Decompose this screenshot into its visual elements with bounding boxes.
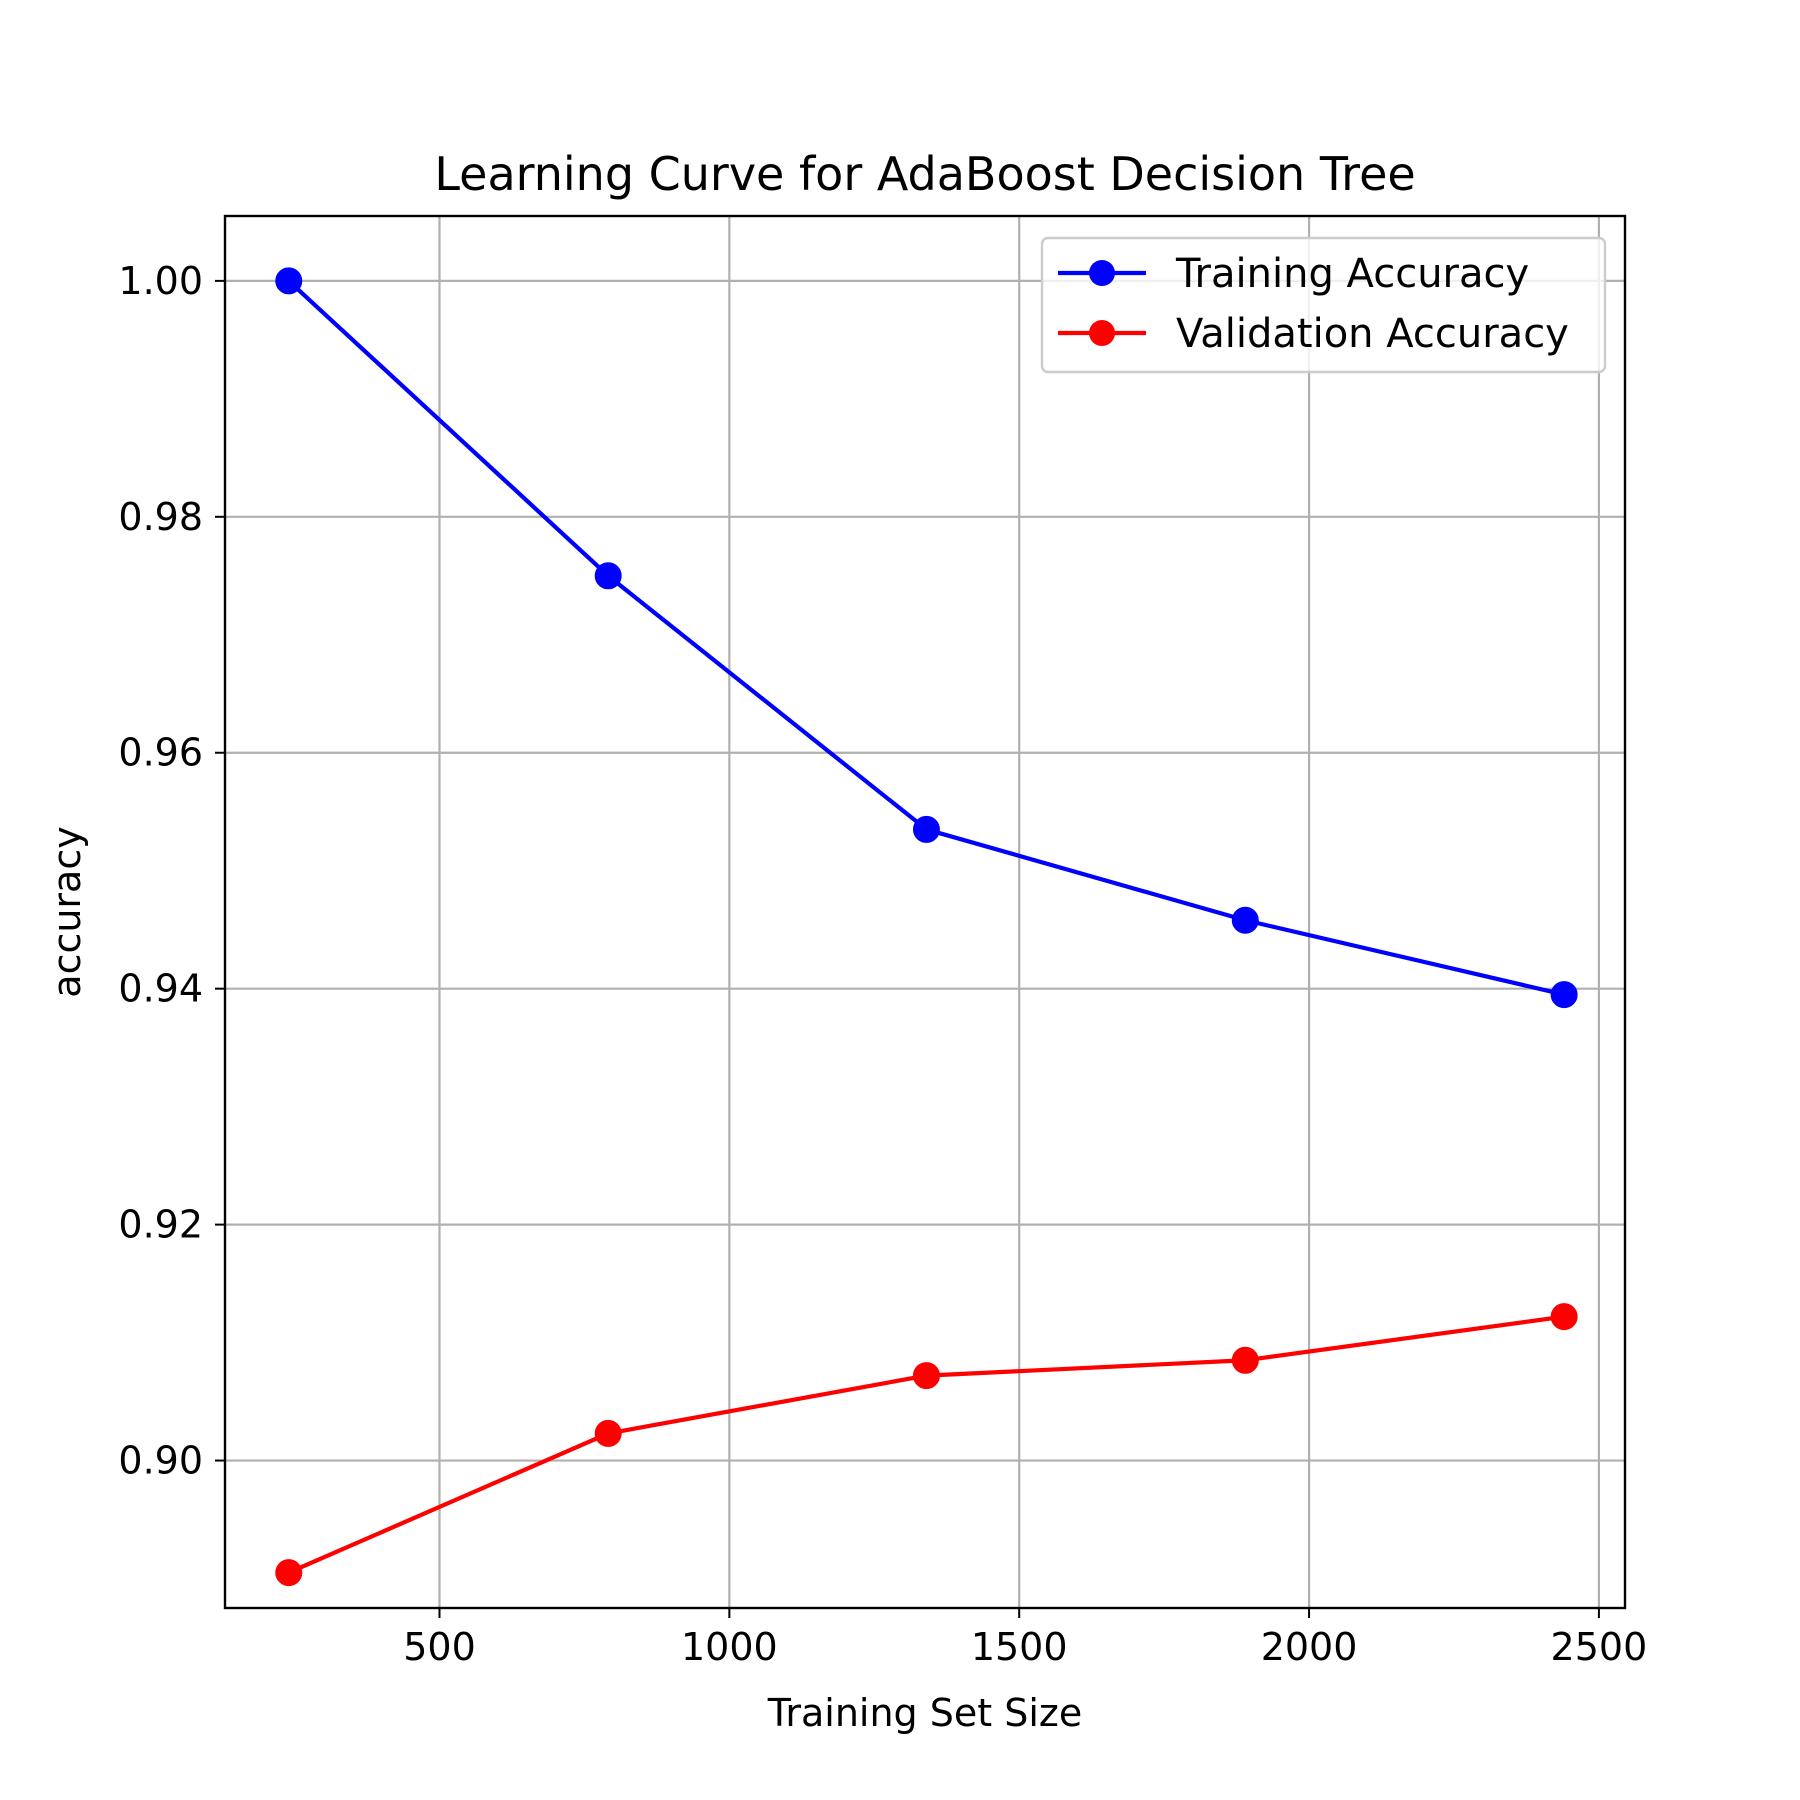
training-accuracy-point	[275, 267, 303, 295]
x-tick-label: 500	[403, 1625, 476, 1669]
x-tick-label: 2000	[1261, 1625, 1358, 1669]
legend-marker-training-accuracy	[1089, 260, 1115, 286]
training-accuracy-point	[1550, 981, 1578, 1009]
legend-box	[1040, 236, 1607, 374]
x-tick-label: 2500	[1551, 1625, 1648, 1669]
series-group	[275, 267, 1578, 1587]
y-tick-label: 0.96	[118, 731, 203, 775]
y-tick-label: 0.90	[118, 1439, 203, 1483]
validation-accuracy-point	[912, 1362, 940, 1390]
legend-marker-validation-accuracy	[1089, 320, 1115, 346]
legend-label-training-accuracy: Training Accuracy	[1175, 251, 1529, 297]
validation-accuracy-point	[1231, 1346, 1259, 1374]
chart-title: Learning Curve for AdaBoost Decision Tre…	[434, 147, 1415, 201]
y-tick-label: 1.00	[118, 259, 203, 303]
validation-accuracy-point	[275, 1559, 303, 1587]
ticks: 500 1000 1500 2000 2500 0.90 0.92 0.94 0.96 0.98 1…	[118, 259, 1647, 1669]
y-tick-label: 0.92	[118, 1203, 203, 1247]
x-tick-label: 1500	[971, 1625, 1068, 1669]
x-tick-label: 1000	[681, 1625, 778, 1669]
validation-accuracy-point	[1550, 1303, 1578, 1331]
y-axis-label: accuracy	[45, 826, 89, 997]
legend-label-validation-accuracy: Validation Accuracy	[1176, 311, 1569, 357]
legend: Training Accuracy Validation Accuracy	[1040, 236, 1607, 374]
x-axis-label: Training Set Size	[767, 1691, 1083, 1735]
validation-accuracy-point	[594, 1419, 622, 1447]
y-tick-label: 0.94	[118, 967, 203, 1011]
y-tick-label: 0.98	[118, 495, 203, 539]
plot-frame	[223, 214, 1627, 1610]
training-accuracy-point	[912, 815, 940, 843]
training-accuracy-point	[1231, 906, 1259, 934]
training-accuracy-point	[594, 562, 622, 590]
